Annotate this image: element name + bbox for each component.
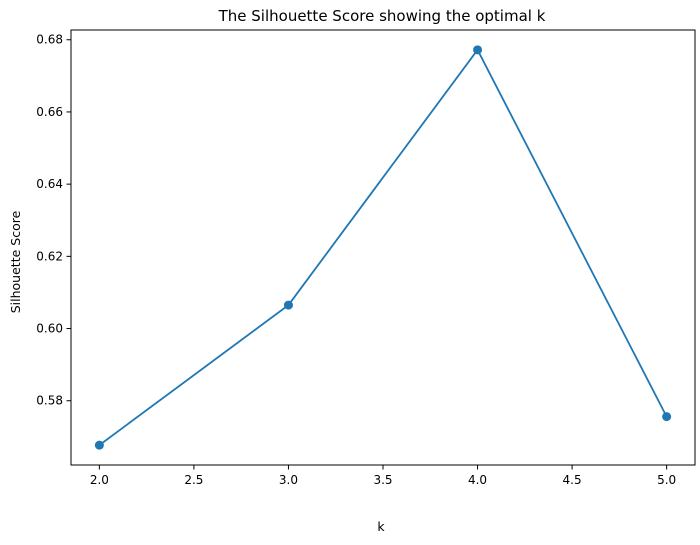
data-point-k4: [473, 45, 483, 55]
y-axis: 0.58 0.60 0.62 0.64 0.66 0.68: [36, 33, 71, 408]
series-line: [98, 48, 668, 446]
x-axis: 2.0 2.5 3.0 3.5 4.0 4.5 5.0: [90, 465, 676, 487]
y-axis-label: Silhouette Score: [8, 210, 23, 313]
y-tick-label: 0.66: [36, 105, 63, 119]
x-tick-label: 2.5: [184, 473, 203, 487]
x-tick-label: 2.0: [90, 473, 109, 487]
x-tick-label: 4.0: [468, 473, 487, 487]
x-tick-label: 4.5: [563, 473, 582, 487]
x-tick-label: 3.5: [373, 473, 392, 487]
x-tick-label: 5.0: [657, 473, 676, 487]
plot-area-frame: [70, 29, 696, 466]
y-tick-label: 0.62: [36, 249, 63, 263]
chart-title: The Silhouette Score showing the optimal…: [218, 7, 546, 25]
y-tick-label: 0.60: [36, 322, 63, 336]
y-tick-label: 0.58: [36, 394, 63, 408]
x-tick-label: 3.0: [279, 473, 298, 487]
x-axis-label: k: [377, 519, 385, 534]
data-point-k3: [283, 300, 293, 310]
data-point-k2: [94, 440, 104, 450]
y-tick-label: 0.68: [36, 33, 63, 47]
y-tick-label: 0.64: [36, 177, 63, 191]
data-point-k5: [662, 412, 672, 422]
series-layer: [94, 45, 672, 450]
